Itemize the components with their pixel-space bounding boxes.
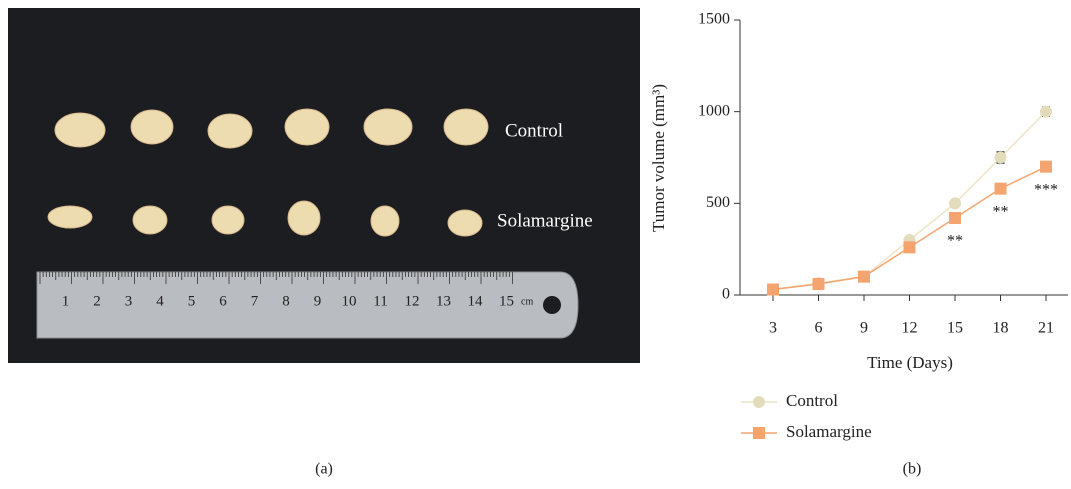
legend-label: Solamargine xyxy=(786,422,872,441)
x-tick-label: 21 xyxy=(1038,320,1054,337)
marker xyxy=(995,152,1007,164)
ruler-label: 3 xyxy=(125,293,133,309)
ruler-unit: cm xyxy=(521,296,533,307)
ruler-label: 6 xyxy=(219,293,227,309)
x-tick-label: 6 xyxy=(815,320,823,337)
series-line xyxy=(773,112,1046,290)
ruler xyxy=(37,272,578,338)
marker xyxy=(904,241,916,253)
ruler-label: 5 xyxy=(188,293,196,309)
y-tick-label: 1500 xyxy=(698,11,730,28)
y-tick-label: 1000 xyxy=(698,102,730,119)
ruler-label: 9 xyxy=(314,293,322,309)
ruler-label: 14 xyxy=(468,293,484,309)
marker xyxy=(949,197,961,209)
panel-caption: (b) xyxy=(903,461,922,478)
panel-caption: (a) xyxy=(315,461,333,478)
x-tick-label: 3 xyxy=(769,320,777,337)
figure: Control Solamargine (a) (b) Time (Days) … xyxy=(0,0,1071,484)
photo-label: Control xyxy=(505,120,563,141)
ruler-label: 8 xyxy=(282,293,290,309)
ruler-label: 11 xyxy=(373,293,387,309)
y-tick-label: 500 xyxy=(706,194,730,211)
ruler-hole xyxy=(543,296,561,314)
ruler-label: 4 xyxy=(156,293,164,309)
x-tick-label: 15 xyxy=(947,320,963,337)
marker xyxy=(767,284,779,296)
marker xyxy=(949,212,961,224)
ruler-label: 15 xyxy=(499,293,514,309)
ruler-label: 12 xyxy=(405,293,420,309)
significance-label: *** xyxy=(1034,181,1058,198)
marker xyxy=(1040,161,1052,173)
marker xyxy=(1040,106,1052,118)
legend-label: Control xyxy=(786,391,838,410)
y-axis-title: Tumor volume (mm³) xyxy=(649,84,668,232)
x-tick-label: 9 xyxy=(860,320,868,337)
ruler-label: 7 xyxy=(251,293,259,309)
ruler-label: 13 xyxy=(436,293,451,309)
photo-label: Solamargine xyxy=(497,210,593,231)
ruler-label: 2 xyxy=(93,293,101,309)
marker xyxy=(858,271,870,283)
legend-marker xyxy=(753,427,765,439)
x-tick-label: 12 xyxy=(902,320,918,337)
significance-label: ** xyxy=(947,233,963,250)
x-tick-label: 18 xyxy=(993,320,1009,337)
x-axis-title: Time (Days) xyxy=(867,353,953,372)
legend-marker xyxy=(753,396,765,408)
significance-label: ** xyxy=(993,203,1009,220)
ruler-label: 10 xyxy=(342,293,357,309)
marker xyxy=(813,278,825,290)
y-tick-label: 0 xyxy=(722,286,730,303)
photo: Control Solamargine (a) xyxy=(8,8,640,478)
ruler-label: 1 xyxy=(62,293,70,309)
marker xyxy=(995,183,1007,195)
